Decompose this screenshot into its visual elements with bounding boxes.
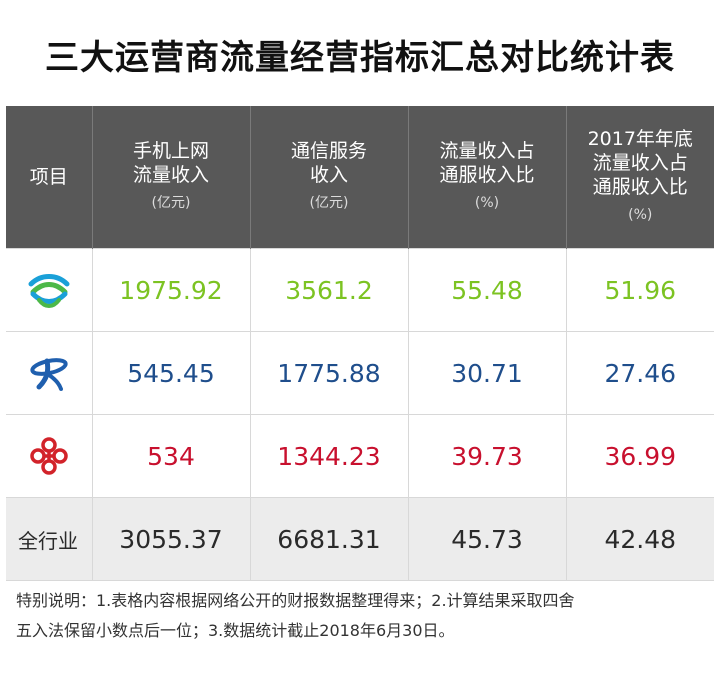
header-data-share: 流量收入占 通服收入比 (%) [407,106,566,249]
table-row-industry-total: 全行业 3055.37 6681.31 45.73 42.48 [6,497,714,581]
industry-total-label: 全行业 [6,497,92,581]
mobile-data-revenue-value: 1975.92 [91,248,250,332]
header-label: 通信服务 收入 [290,140,367,186]
service-revenue-value: 1344.23 [249,414,408,498]
mobile-data-revenue-value: 3055.37 [91,497,250,581]
footnote-line-1: 特别说明：1.表格内容根据网络公开的财报数据整理得来；2.计算结果采取四舍 [16,591,575,610]
data-share-value: 45.73 [407,497,566,581]
header-mobile-data-revenue: 手机上网 流量收入 (亿元) [91,106,250,249]
data-share-value: 39.73 [407,414,566,498]
mobile-data-revenue-value: 534 [91,414,250,498]
table-header-row: 项目 手机上网 流量收入 (亿元) 通信服务 收入 (亿元) 流量收入占 通服收入比… [6,106,714,249]
header-label: 2017年年底 流量收入占 通服收入比 [587,128,693,198]
table-row-china-mobile: 1975.92 3561.2 55.48 51.96 [6,248,714,332]
page-title: 三大运营商流量经营指标汇总对比统计表 [45,38,675,78]
data-share-value: 55.48 [407,248,566,332]
service-revenue-value: 3561.2 [249,248,408,332]
header-label: 项目 [29,166,68,188]
china-mobile-logo-icon [28,274,70,308]
china-telecom-logo-icon [30,358,68,391]
footnote: 特别说明：1.表格内容根据网络公开的财报数据整理得来；2.计算结果采取四舍 五入… [16,586,716,646]
header-label: 流量收入占 通服收入比 [439,140,535,186]
header-label: 手机上网 流量收入 [132,140,209,186]
header-unit: (亿元) [151,195,191,211]
header-unit: (%) [474,195,500,211]
operator-cell [6,331,92,415]
footnote-line-2: 五入法保留小数点后一位；3.数据统计截止2018年6月30日。 [16,621,455,640]
mobile-data-revenue-value: 545.45 [91,331,250,415]
service-revenue-value: 1775.88 [249,331,408,415]
data-share-2017-value: 42.48 [565,497,714,581]
service-revenue-value: 6681.31 [249,497,408,581]
operator-cell [6,414,92,498]
data-share-value: 30.71 [407,331,566,415]
operator-cell [6,248,92,332]
china-unicom-logo-icon [30,437,68,475]
data-share-2017-value: 36.99 [565,414,714,498]
comparison-table: 项目 手机上网 流量收入 (亿元) 通信服务 收入 (亿元) 流量收入占 通服收入比… [6,106,714,581]
header-data-share-2017: 2017年年底 流量收入占 通服收入比 (%) [565,106,714,249]
header-unit: (亿元) [309,195,349,211]
table-row-china-unicom: 534 1344.23 39.73 36.99 [6,414,714,498]
data-share-2017-value: 27.46 [565,331,714,415]
header-service-revenue: 通信服务 收入 (亿元) [249,106,408,249]
table-row-china-telecom: 545.45 1775.88 30.71 27.46 [6,331,714,415]
header-unit: (%) [628,207,653,223]
data-share-2017-value: 51.96 [565,248,714,332]
header-item: 项目 [6,106,92,249]
